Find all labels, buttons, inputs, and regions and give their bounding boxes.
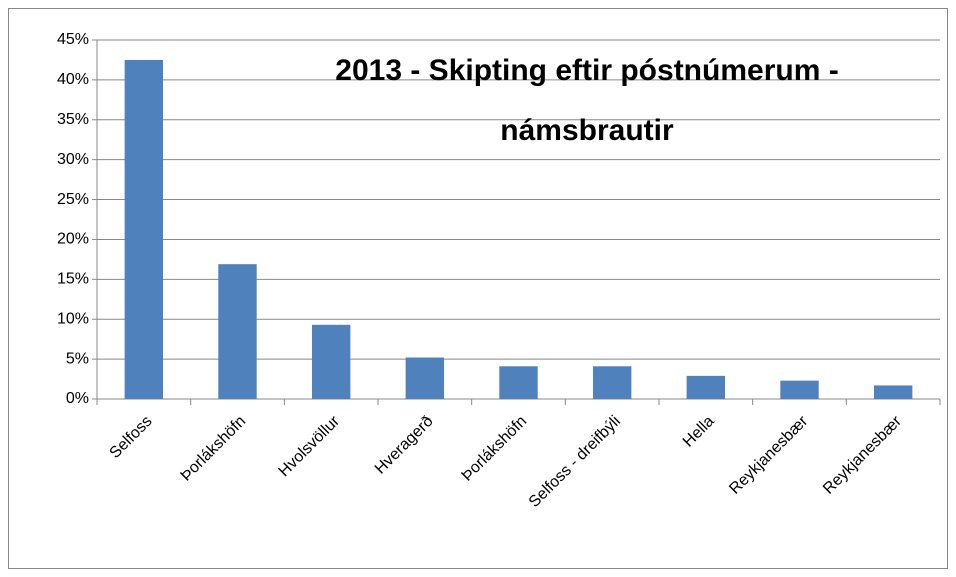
chart-title: 2013 - Skipting eftir póstnúmerum - — [335, 54, 838, 87]
y-tick-label: 45% — [57, 31, 89, 48]
bar — [686, 375, 726, 399]
y-tick-label: 5% — [66, 350, 89, 367]
bar — [311, 324, 351, 399]
y-tick-label: 20% — [57, 231, 89, 248]
bar — [218, 264, 257, 399]
y-tick-label: 15% — [57, 271, 89, 288]
y-tick-label: 25% — [57, 191, 89, 208]
bar — [780, 380, 819, 399]
bar — [405, 357, 445, 399]
bar — [499, 366, 538, 399]
y-tick-label: 0% — [66, 390, 89, 407]
bar — [124, 59, 164, 399]
y-tick-label: 35% — [57, 111, 89, 128]
bar — [592, 366, 632, 399]
y-tick-label: 30% — [57, 151, 89, 168]
y-tick-label: 10% — [57, 310, 89, 327]
y-tick-label: 40% — [57, 71, 89, 88]
chart-frame — [8, 8, 948, 569]
bar — [873, 385, 913, 399]
chart-title: námsbrautir — [500, 114, 674, 147]
